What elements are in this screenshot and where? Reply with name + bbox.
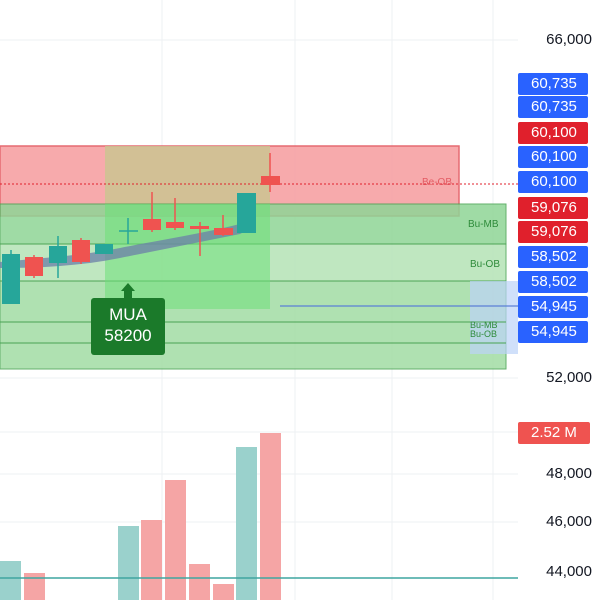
price-axis-label: 46,000 (546, 513, 592, 530)
candle (143, 219, 161, 230)
candles (2, 153, 280, 304)
volume-bar (213, 584, 234, 600)
price-axis-label: 66,000 (546, 31, 592, 48)
candle (25, 257, 43, 276)
candle (72, 240, 90, 262)
price-tag: 60,735 (518, 96, 588, 118)
bull-ob-label: Bu-OB (470, 259, 501, 270)
price-tag: 58,502 (518, 246, 588, 268)
candle (49, 246, 67, 263)
volume-bar (141, 520, 162, 600)
candle (190, 226, 209, 229)
volume-bar (24, 573, 45, 600)
buy-arrow-stem (124, 291, 132, 299)
price-axis-label: 44,000 (546, 563, 592, 580)
candle (237, 193, 256, 233)
volume-bar (236, 447, 257, 600)
price-tag: 60,100 (518, 171, 588, 193)
bull-mb-label: Bu-MB (468, 219, 499, 230)
price-tag: 59,076 (518, 221, 588, 243)
volume-bar (189, 564, 210, 600)
price-tag: 60,735 (518, 73, 588, 95)
volume-tag: 2.52 M (518, 422, 590, 444)
candle (2, 254, 20, 304)
price-axis-label: 48,000 (546, 465, 592, 482)
bear-ob-label: Be-OB (422, 177, 453, 188)
price-tag: 54,945 (518, 321, 588, 343)
price-axis-label: 52,000 (546, 369, 592, 386)
price-tag: 54,945 (518, 296, 588, 318)
volume-bars (0, 433, 518, 600)
volume-bar (0, 561, 21, 600)
blue-range-band (470, 281, 518, 354)
volume-bar (165, 480, 186, 600)
buy-signal-price: 58200 (104, 326, 152, 345)
buy-signal-marker[interactable]: MUA 58200 (91, 298, 165, 355)
price-tag: 59,076 (518, 197, 588, 219)
price-tag: 60,100 (518, 146, 588, 168)
bull-mb-ob-label: Bu-MB Bu-OB (470, 320, 498, 339)
price-tag: 60,100 (518, 122, 588, 144)
candle (261, 176, 280, 185)
candle (95, 244, 113, 254)
price-tag: 58,502 (518, 271, 588, 293)
candle (166, 222, 184, 228)
buy-signal-label: MUA (109, 305, 147, 324)
volume-bar (118, 526, 139, 600)
volume-bar (260, 433, 281, 600)
candle (214, 228, 233, 235)
buy-arrow-icon (121, 283, 135, 291)
